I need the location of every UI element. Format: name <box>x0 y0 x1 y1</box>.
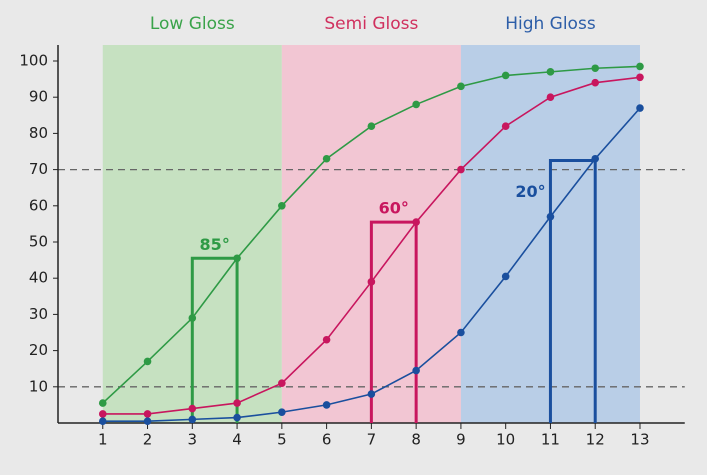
point <box>367 390 376 398</box>
point <box>188 404 197 413</box>
y-tick-label: 90 <box>29 88 48 106</box>
point <box>636 73 644 82</box>
band-label: Low Gloss <box>150 14 235 34</box>
point <box>636 62 644 71</box>
point <box>98 399 107 407</box>
x-tick-label: 7 <box>367 431 377 449</box>
point <box>367 122 376 130</box>
band-label: Semi Gloss <box>324 14 418 34</box>
point <box>457 82 465 91</box>
x-tick-label: 5 <box>277 431 287 449</box>
y-tick-label: 10 <box>29 377 48 395</box>
point <box>591 154 600 163</box>
y-tick-label: 60 <box>29 196 48 214</box>
x-tick-label: 4 <box>232 431 242 449</box>
point <box>322 335 331 344</box>
y-tick-label: 70 <box>29 160 48 178</box>
point <box>546 212 555 221</box>
point <box>636 104 644 112</box>
x-tick-label: 2 <box>143 431 153 449</box>
point <box>278 408 286 416</box>
point <box>233 413 241 422</box>
y-tick-label: 20 <box>29 341 48 359</box>
y-tick-label: 50 <box>29 233 48 251</box>
point <box>98 417 107 425</box>
point <box>188 314 197 322</box>
point <box>143 410 152 418</box>
point <box>98 410 107 418</box>
box-label: 60° <box>379 199 409 218</box>
y-tick-label: 30 <box>29 305 48 323</box>
measure-box <box>548 159 597 423</box>
measure-box <box>190 256 239 423</box>
point <box>501 71 510 80</box>
band-label: High Gloss <box>505 14 596 34</box>
point <box>278 379 286 387</box>
point <box>501 272 510 281</box>
point <box>322 401 331 409</box>
x-tick-label: 10 <box>496 431 515 449</box>
x-tick-label: 11 <box>541 431 560 449</box>
x-tick-label: 8 <box>411 431 421 449</box>
measure-box <box>369 220 418 423</box>
y-tick-label: 100 <box>19 52 48 70</box>
point <box>457 328 465 337</box>
point <box>188 415 197 424</box>
point <box>501 122 510 130</box>
point <box>143 357 152 366</box>
point <box>591 64 600 73</box>
box-label: 20° <box>515 182 545 201</box>
x-tick-label: 12 <box>586 431 605 449</box>
point <box>412 218 420 226</box>
x-tick-label: 3 <box>188 431 198 449</box>
box-label: 85° <box>200 235 230 254</box>
x-tick-label: 13 <box>630 431 649 449</box>
x-tick-label: 6 <box>322 431 332 449</box>
x-tick-label: 1 <box>98 431 108 449</box>
y-tick-label: 80 <box>29 124 48 142</box>
x-tick-label: 9 <box>456 431 466 449</box>
point <box>233 399 241 407</box>
point <box>143 417 152 425</box>
point <box>546 68 555 76</box>
point <box>367 278 376 286</box>
point <box>591 78 600 87</box>
point <box>412 366 420 375</box>
point <box>412 100 420 109</box>
point <box>278 202 286 210</box>
y-tick-label: 40 <box>29 269 48 287</box>
point <box>233 254 241 263</box>
point <box>546 93 555 101</box>
point <box>322 154 331 163</box>
point <box>457 165 465 174</box>
